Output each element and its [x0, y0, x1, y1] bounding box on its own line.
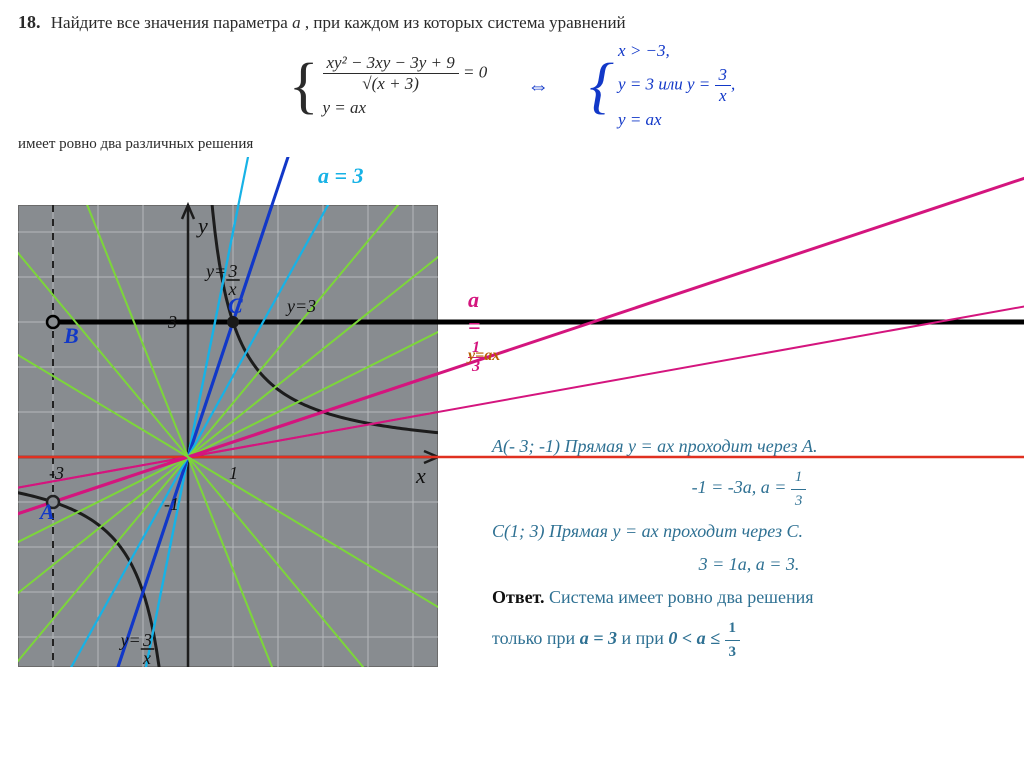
left-system: { xy² − 3xy − 3y + 9 √(x + 3) = 0 y = ax	[289, 53, 488, 118]
label-C: C	[228, 293, 243, 319]
right-system-line1: x > −3,	[618, 41, 735, 61]
brace-icon: {	[589, 60, 614, 112]
equation-row: { xy² − 3xy − 3y + 9 √(x + 3) = 0 y = ax…	[18, 41, 1006, 130]
problem-statement: 18. Найдите все значения параметра a , п…	[18, 12, 1006, 33]
svg-text:x: x	[415, 463, 426, 488]
svg-text:y=: y=	[119, 630, 141, 650]
lower-section: yx-313-1y=3y=3xy=3x a = 3 a = 13 y=ax B …	[18, 157, 1006, 669]
left-system-line2: y = ax	[323, 98, 488, 118]
svg-text:y: y	[196, 213, 208, 238]
svg-text:-1: -1	[164, 494, 179, 514]
graph-area: yx-313-1y=3y=3xy=3x a = 3 a = 13 y=ax B …	[18, 157, 468, 667]
right-system-line3: y = ax	[618, 110, 735, 130]
svg-text:3: 3	[228, 261, 238, 281]
label-A: A	[40, 499, 55, 525]
label-yax: y=ax	[468, 347, 500, 365]
brace-icon: {	[289, 60, 319, 112]
right-system: { x > −3, y = 3 или y = 3 x , y = ax	[589, 41, 735, 130]
svg-text:y=: y=	[204, 261, 226, 281]
label-B: B	[64, 323, 79, 349]
svg-text:-3: -3	[49, 463, 64, 483]
problem-text-2: , при каждом из которых система уравнени…	[305, 13, 626, 32]
problem-param: a	[292, 13, 301, 32]
svg-text:y=3: y=3	[285, 296, 316, 316]
problem-number: 18.	[18, 12, 41, 32]
problem-text-1: Найдите все значения параметра	[51, 13, 288, 32]
svg-text:1: 1	[229, 463, 238, 483]
svg-text:3: 3	[142, 630, 152, 650]
svg-text:3: 3	[167, 312, 177, 332]
label-a3: a = 3	[318, 163, 364, 189]
graph-svg: yx-313-1y=3y=3xy=3x	[18, 157, 1024, 667]
right-system-line2: y = 3 или y = 3 x ,	[618, 65, 735, 106]
left-system-line1: xy² − 3xy − 3y + 9 √(x + 3) = 0	[323, 53, 488, 94]
svg-text:x: x	[142, 648, 151, 667]
equiv-icon: ⇔	[527, 73, 549, 99]
problem-subtext: имеет ровно два различных решения	[18, 136, 1006, 153]
